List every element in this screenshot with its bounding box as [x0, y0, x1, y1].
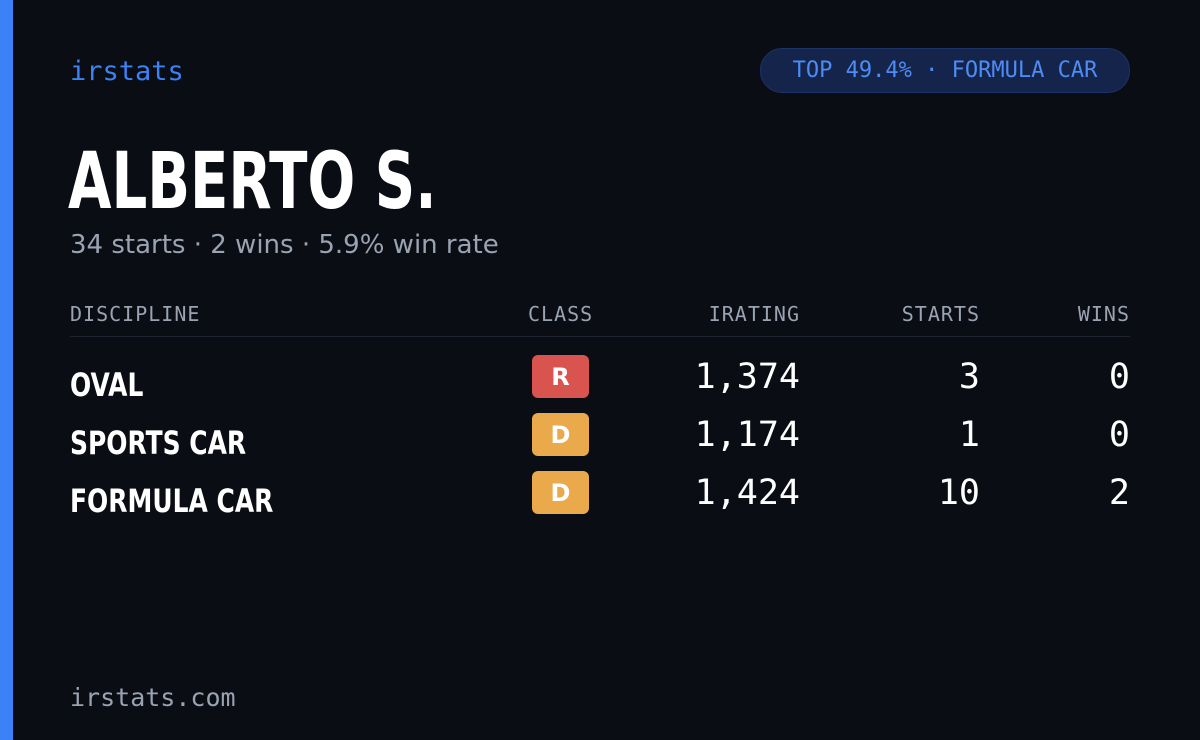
irating-value: 1,174	[694, 415, 800, 455]
irating-value: 1,374	[694, 357, 800, 397]
table-row: FORMULA CAR D 1,424 10 2	[70, 469, 1130, 527]
table-row: OVAL R 1,374 3 0	[70, 353, 1130, 411]
starts-value: 3	[958, 357, 980, 397]
header-wins: WINS	[1077, 302, 1130, 326]
class-badge: D	[532, 413, 589, 456]
starts-value: 10	[937, 473, 980, 513]
wins-value: 2	[1108, 473, 1130, 513]
discipline-name: SPORTS CAR	[70, 424, 247, 462]
accent-bar	[0, 0, 13, 740]
starts-value: 1	[958, 415, 980, 455]
table-header: DISCIPLINE CLASS IRATING STARTS WINS	[70, 296, 1130, 337]
wins-value: 0	[1108, 357, 1130, 397]
header-class: CLASS	[528, 302, 594, 326]
footer-domain[interactable]: irstats.com	[70, 683, 236, 712]
brand-logo[interactable]: irstats	[70, 56, 184, 87]
header-starts: STARTS	[901, 302, 980, 326]
header-discipline: DISCIPLINE	[70, 302, 201, 326]
class-badge: D	[532, 471, 589, 514]
driver-name: ALBERTO S.	[68, 137, 437, 227]
wins-value: 0	[1108, 415, 1130, 455]
ranking-badge: TOP 49.4% · FORMULA CAR	[760, 48, 1130, 93]
irating-value: 1,424	[694, 473, 800, 513]
discipline-name: OVAL	[70, 366, 144, 404]
driver-summary: 34 starts · 2 wins · 5.9% win rate	[70, 230, 499, 260]
table-row: SPORTS CAR D 1,174 1 0	[70, 411, 1130, 469]
table-body: OVAL R 1,374 3 0 SPORTS CAR D 1,174 1 0 …	[70, 337, 1130, 527]
discipline-name: FORMULA CAR	[70, 482, 274, 520]
stats-table: DISCIPLINE CLASS IRATING STARTS WINS OVA…	[70, 296, 1130, 527]
class-badge: R	[532, 355, 589, 398]
header-irating: IRATING	[708, 302, 800, 326]
